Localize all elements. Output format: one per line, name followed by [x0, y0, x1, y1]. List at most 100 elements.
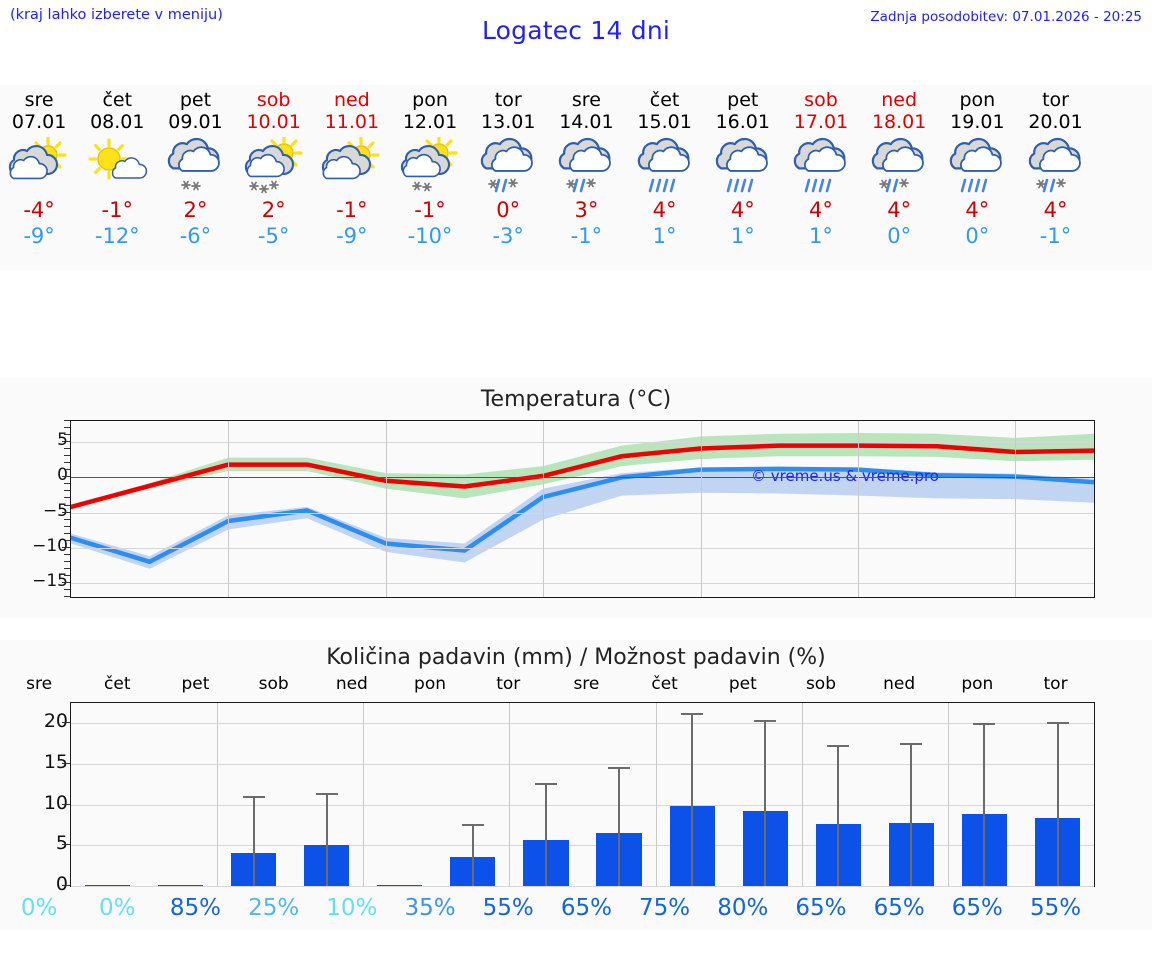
temperature-y-minor-tick: [64, 469, 70, 471]
temperature-y-minor-tick: [64, 532, 70, 534]
gridline-horizontal: [71, 582, 1094, 584]
precipitation-day-label: tor: [496, 674, 521, 694]
temperature-uncertainty-band: [71, 433, 1094, 507]
precipitation-day-label: sre: [26, 674, 53, 694]
temperature-y-minor-tick: [64, 420, 70, 421]
temperature-chart-title: Temperatura (°C): [480, 387, 672, 412]
day-column[interactable]: sre 07.01 -4° -9°: [0, 85, 78, 270]
precipitation-day-label: sob: [258, 674, 289, 694]
day-date: 17.01: [793, 111, 849, 133]
precipitation-probability-label: 0%: [20, 895, 58, 921]
day-name: pon: [412, 89, 448, 111]
precipitation-error-bar: [252, 795, 255, 886]
gridline-horizontal: [71, 886, 1094, 887]
day-temp-min: -5°: [257, 224, 290, 248]
day-date: 13.01: [481, 111, 536, 133]
precipitation-error-cap: [973, 723, 996, 726]
day-date: 18.01: [871, 111, 927, 133]
gridline-vertical: [217, 703, 219, 886]
day-name: sob: [256, 89, 291, 111]
precipitation-day-label: čet: [651, 674, 678, 694]
precipitation-probability-label: 75%: [639, 895, 691, 921]
day-temp-min: -1°: [1039, 224, 1072, 248]
day-temp-min: 0°: [965, 224, 990, 248]
day-column[interactable]: čet 08.01 -1° -12°: [78, 85, 156, 270]
temperature-y-tick-label: −15: [32, 570, 68, 591]
sun-cloud-snow-icon: [239, 137, 309, 194]
precipitation-day-label: sre: [573, 674, 600, 694]
cloud-rain-icon: [708, 137, 778, 193]
day-column[interactable]: pon 12.01 -1° -10°: [391, 85, 469, 270]
day-date: 14.01: [559, 111, 614, 133]
temperature-y-minor-tick: [64, 518, 70, 520]
precipitation-bar[interactable]: [84, 885, 131, 886]
gridline-vertical: [385, 421, 387, 597]
precipitation-day-label: pet: [728, 674, 757, 694]
temperature-y-minor-tick: [64, 574, 70, 576]
day-column[interactable]: tor 20.01 4° -1°: [1016, 85, 1094, 270]
precipitation-y-tick: [62, 763, 70, 764]
day-column[interactable]: čet 15.01 4° 1°: [626, 85, 704, 270]
precipitation-error-cap: [461, 824, 484, 827]
precipitation-day-label: pet: [181, 674, 210, 694]
day-temp-max: 2°: [183, 198, 208, 222]
gridline-horizontal: [71, 477, 1094, 479]
temperature-y-minor-tick: [64, 434, 70, 436]
day-name: pet: [179, 89, 212, 111]
cloud-rain-snow-icon: [1021, 137, 1091, 193]
day-column[interactable]: pon 19.01 4° 0°: [938, 85, 1016, 270]
day-temp-max: -4°: [23, 198, 55, 222]
cloud-rain-snow-icon: [864, 137, 934, 193]
precipitation-error-bar: [983, 723, 986, 886]
last-update-text: Zadnja posodobitev: 07.01.2026 - 20:25: [870, 9, 1142, 25]
day-name: ned: [881, 89, 918, 111]
temperature-y-minor-tick: [64, 483, 70, 485]
temperature-line: [71, 443, 1094, 510]
precipitation-bar[interactable]: [377, 885, 423, 886]
day-column[interactable]: sre 14.01 3° -1°: [547, 85, 625, 270]
day-date: 09.01: [168, 111, 223, 133]
precipitation-probability-row: 0% 0% 85% 25% 10% 35% 55% 65% 75% 80% 65% 65% 65% 55%: [0, 895, 1152, 927]
day-column[interactable]: ned 18.01 4° 0°: [860, 85, 938, 270]
sun-small-cloud-icon: [82, 137, 152, 193]
day-date: 07.01: [11, 111, 67, 133]
day-temp-min: 1°: [652, 224, 677, 248]
cloud-rain-icon: [630, 137, 700, 193]
day-column[interactable]: tor 13.01 0° -3°: [469, 85, 547, 270]
day-temp-max: 4°: [965, 198, 990, 222]
day-name: sob: [804, 89, 838, 111]
day-temp-min: -12°: [94, 224, 140, 248]
day-temp-max: 4°: [652, 198, 677, 222]
sun-behind-cloud-icon: [4, 137, 74, 193]
day-temp-min: 0°: [887, 224, 912, 248]
cloud-rain-icon: [786, 137, 856, 193]
precipitation-error-bar: [764, 720, 767, 886]
precipitation-bar[interactable]: [158, 885, 204, 886]
day-column[interactable]: pet 16.01 4° 1°: [704, 85, 782, 270]
precipitation-day-label: ned: [335, 674, 368, 694]
precipitation-error-cap: [535, 782, 557, 785]
day-temp-min: -9°: [23, 224, 55, 248]
day-column[interactable]: sob 17.01 4° 1°: [782, 85, 860, 270]
day-column[interactable]: ned 11.01 -1° -9°: [313, 85, 391, 270]
temperature-y-minor-tick: [64, 539, 70, 541]
cloud-rain-icon: [942, 137, 1012, 193]
precipitation-day-label: pon: [961, 674, 994, 694]
precipitation-probability-label: 55%: [482, 895, 534, 921]
day-temp-max: 4°: [809, 198, 833, 222]
precipitation-day-label: ned: [883, 674, 916, 694]
precipitation-y-tick-label: 10: [43, 791, 68, 814]
day-temp-min: -10°: [407, 224, 453, 248]
page-header: (kraj lahko izberete v meniju) Logatec 1…: [0, 0, 1152, 52]
temperature-y-minor-tick: [64, 462, 70, 464]
precipitation-probability-label: 35%: [404, 895, 456, 921]
day-column[interactable]: pet 09.01 2° -6°: [156, 85, 234, 270]
gridline-vertical: [509, 703, 511, 886]
day-column[interactable]: sob 10.01 2° -5°: [235, 85, 313, 270]
gridline-vertical: [363, 703, 365, 886]
precipitation-y-tick: [62, 803, 70, 805]
day-name: tor: [494, 89, 522, 111]
cloud-rain-snow-icon: [551, 137, 621, 193]
precipitation-probability-label: 0%: [99, 895, 136, 921]
gridline-horizontal: [71, 547, 1094, 549]
